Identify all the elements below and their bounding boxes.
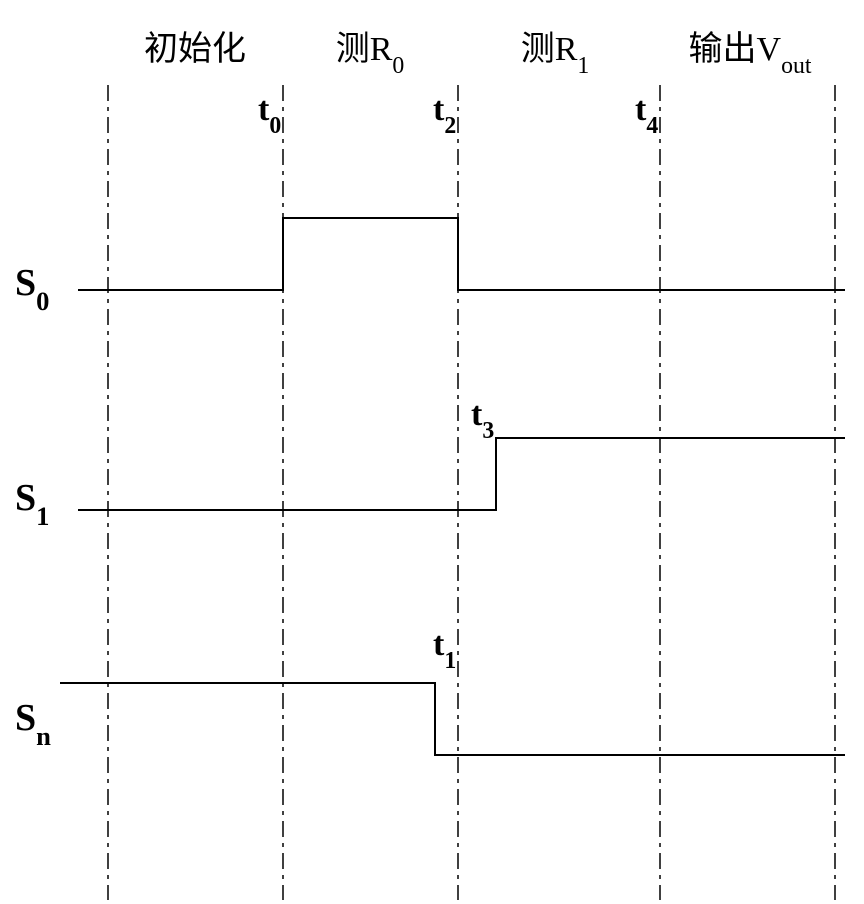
signal-S1 — [78, 438, 845, 510]
time-label-t1: t1 — [433, 626, 456, 674]
signal-S0 — [78, 218, 845, 290]
time-label-t4: t4 — [635, 91, 658, 139]
phase-header-2: 测R1 — [521, 31, 590, 79]
signal-label-S0: S0 — [15, 262, 49, 316]
phase-header-1: 测R0 — [336, 31, 405, 79]
phase-header-3: 输出Vout — [689, 30, 812, 79]
phase-header-0: 初始化 — [144, 30, 246, 68]
signal-label-S1: S1 — [15, 477, 49, 531]
timing-diagram: 初始化 测R0 测R1 输出Vout t0 t2 t4 t3 t1 S0 S1 Sn — [0, 0, 864, 904]
signal-label-Sn: Sn — [15, 697, 51, 751]
signal-Sn — [60, 683, 845, 755]
time-label-t2: t2 — [433, 91, 456, 139]
time-label-t0: t0 — [258, 91, 281, 139]
time-label-t3: t3 — [471, 396, 494, 444]
